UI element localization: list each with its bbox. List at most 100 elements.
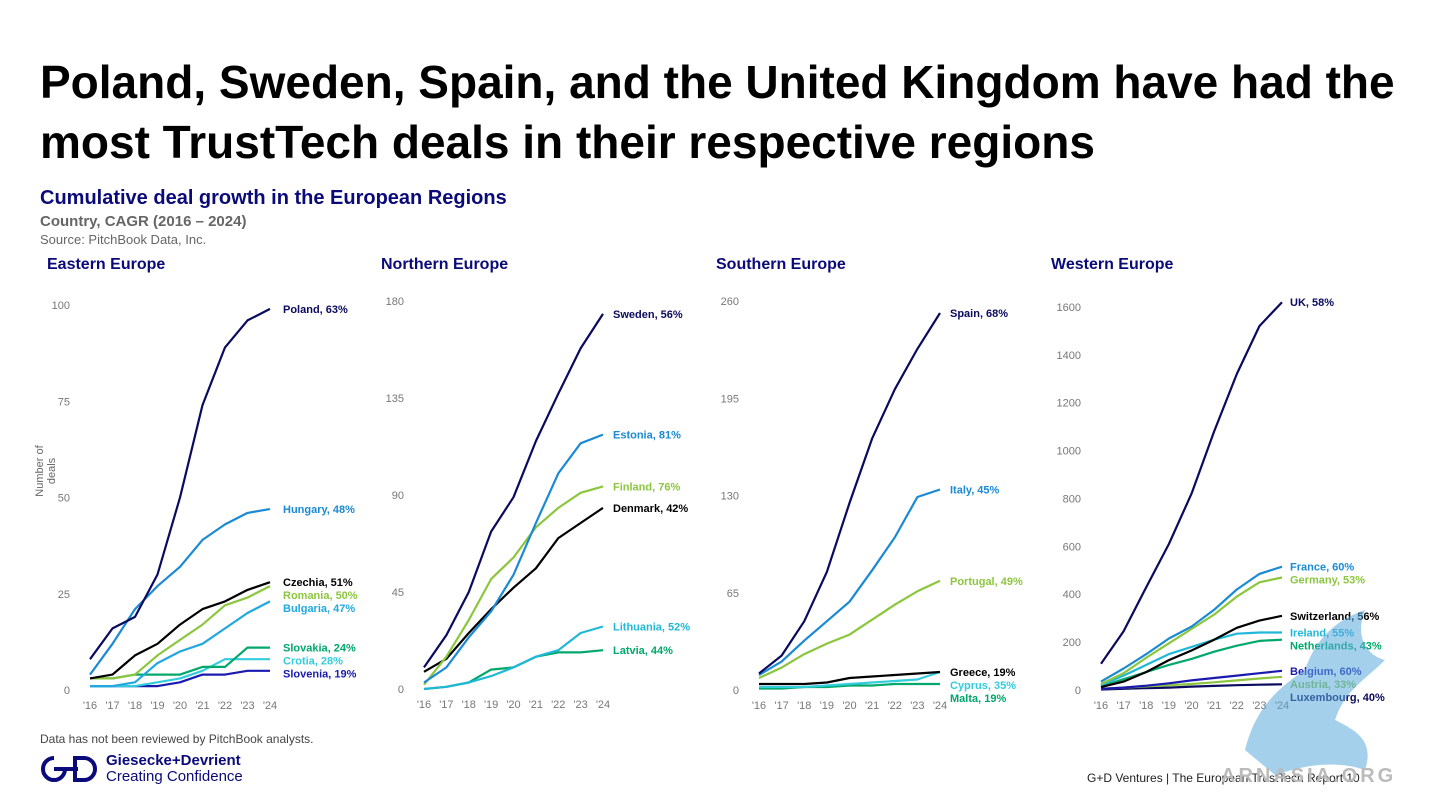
x-tick-label: '16 bbox=[417, 699, 431, 711]
y-tick-label: 260 bbox=[721, 296, 739, 308]
footnote: Data has not been reviewed by PitchBook … bbox=[40, 732, 314, 746]
x-tick-label: '19 bbox=[150, 700, 164, 712]
x-tick-label: '18 bbox=[128, 700, 142, 712]
series-end-label: Cyprus, 35% bbox=[950, 680, 1016, 692]
watermark-logo: ARNASIA.ORG bbox=[1221, 610, 1396, 787]
x-tick-label: '21 bbox=[195, 700, 209, 712]
series-end-label: Malta, 19% bbox=[950, 693, 1006, 705]
x-tick-label: '24 bbox=[263, 700, 277, 712]
series-line bbox=[423, 485, 604, 686]
y-tick-label: 65 bbox=[727, 588, 739, 600]
page-footer: G+D Ventures | The European TrustTech Re… bbox=[1087, 771, 1360, 785]
series-end-label: Germany, 53% bbox=[1290, 575, 1365, 587]
series-end-label: Crotia, 28% bbox=[283, 656, 343, 668]
logo-name: Giesecke+Devrient bbox=[106, 752, 241, 769]
y-tick-label: 1000 bbox=[1057, 446, 1081, 458]
panel-title-western: Western Europe bbox=[1051, 256, 1174, 273]
x-tick-label: '18 bbox=[797, 700, 811, 712]
series-line bbox=[90, 658, 270, 688]
series-end-label: Poland, 63% bbox=[283, 304, 348, 316]
chart-subsubtitle: Country, CAGR (2016 – 2024) bbox=[40, 213, 247, 230]
y-tick-label: 90 bbox=[392, 490, 404, 502]
series-line bbox=[423, 649, 604, 691]
series-line bbox=[1100, 638, 1283, 688]
series-end-label: Spain, 68% bbox=[950, 308, 1008, 320]
y-tick-label: 180 bbox=[386, 296, 404, 308]
series-line bbox=[759, 670, 941, 686]
y-tick-label: 0 bbox=[733, 685, 739, 697]
series-line bbox=[90, 600, 271, 688]
x-tick-label: '20 bbox=[1184, 700, 1198, 712]
series-line bbox=[1100, 614, 1283, 689]
y-tick-label: 45 bbox=[392, 587, 404, 599]
series-end-label: Sweden, 56% bbox=[613, 309, 683, 321]
series-line bbox=[423, 506, 604, 673]
x-tick-label: '17 bbox=[774, 700, 788, 712]
x-tick-label: '22 bbox=[1230, 700, 1244, 712]
x-tick-label: '19 bbox=[1162, 700, 1176, 712]
x-tick-label: '23 bbox=[573, 699, 587, 711]
x-tick-label: '17 bbox=[1116, 700, 1130, 712]
series-line bbox=[1100, 669, 1283, 690]
y-tick-label: 25 bbox=[58, 589, 70, 601]
series-end-label: Denmark, 42% bbox=[613, 503, 688, 515]
y-tick-label: 130 bbox=[721, 491, 739, 503]
x-tick-label: '22 bbox=[888, 700, 902, 712]
series-end-label: Finland, 76% bbox=[613, 481, 680, 493]
series-line bbox=[758, 579, 941, 679]
charts-svg: 0 25 50 75 100 '16 '17 '18 '19 '20 '21 '22 '23 '24 Pol… bbox=[52, 296, 1385, 712]
y-tick-label: 0 bbox=[64, 685, 70, 697]
panel-title-eastern: Eastern Europe bbox=[47, 256, 166, 273]
y-tick-label: 195 bbox=[721, 393, 739, 405]
x-tick-label: '22 bbox=[551, 699, 565, 711]
series-end-label: Slovakia, 24% bbox=[283, 643, 356, 655]
series-line bbox=[758, 488, 941, 676]
chart-subtitle: Cumulative deal growth in the European R… bbox=[40, 187, 507, 209]
y-tick-label: 800 bbox=[1063, 493, 1081, 505]
series-line bbox=[758, 312, 941, 675]
gd-logo-icon bbox=[41, 756, 97, 782]
x-tick-label: '21 bbox=[529, 699, 543, 711]
panel-title-northern: Northern Europe bbox=[381, 256, 509, 273]
x-tick-label: '21 bbox=[865, 700, 879, 712]
x-tick-label: '20 bbox=[173, 700, 187, 712]
series-line bbox=[1100, 631, 1282, 687]
x-tick-label: '24 bbox=[933, 700, 947, 712]
x-tick-label: '22 bbox=[218, 700, 232, 712]
series-end-label: Portugal, 49% bbox=[950, 576, 1023, 588]
x-tick-label: '17 bbox=[105, 700, 119, 712]
x-tick-label: '16 bbox=[1094, 700, 1108, 712]
x-tick-label: '20 bbox=[506, 699, 520, 711]
x-tick-label: '23 bbox=[910, 700, 924, 712]
y-tick-label: 75 bbox=[58, 396, 70, 408]
x-tick-label: '21 bbox=[1207, 700, 1221, 712]
logo-tagline: Creating Confidence bbox=[106, 768, 243, 785]
x-tick-label: '19 bbox=[820, 700, 834, 712]
x-tick-label: '16 bbox=[83, 700, 97, 712]
page-title: Poland, Sweden, Spain, and the United Ki… bbox=[40, 56, 1395, 168]
y-tick-label: 0 bbox=[398, 684, 404, 696]
series-line bbox=[89, 581, 271, 680]
x-tick-label: '18 bbox=[462, 699, 476, 711]
x-tick-label: '23 bbox=[240, 700, 254, 712]
series-end-label: Italy, 45% bbox=[950, 485, 1000, 497]
y-tick-label: 100 bbox=[52, 300, 70, 312]
series-line bbox=[89, 307, 271, 660]
x-tick-label: '20 bbox=[842, 700, 856, 712]
series-end-label: Greece, 19% bbox=[950, 667, 1016, 679]
series-end-label: Romania, 50% bbox=[283, 590, 358, 602]
x-tick-label: '19 bbox=[484, 699, 498, 711]
series-end-label: UK, 58% bbox=[1290, 297, 1334, 309]
x-tick-label: '18 bbox=[1139, 700, 1153, 712]
y-tick-label: 1200 bbox=[1057, 398, 1081, 410]
series-end-label: Estonia, 81% bbox=[613, 430, 681, 442]
series-line bbox=[89, 508, 271, 676]
watermark-text: ARNASIA.ORG bbox=[1221, 765, 1396, 787]
x-tick-label: '16 bbox=[752, 700, 766, 712]
y-tick-label: 135 bbox=[386, 393, 404, 405]
series-line bbox=[1100, 576, 1283, 685]
series-end-label: Latvia, 44% bbox=[613, 645, 673, 657]
series-line bbox=[423, 625, 604, 691]
series-line bbox=[90, 585, 271, 680]
y-tick-label: 200 bbox=[1063, 637, 1081, 649]
